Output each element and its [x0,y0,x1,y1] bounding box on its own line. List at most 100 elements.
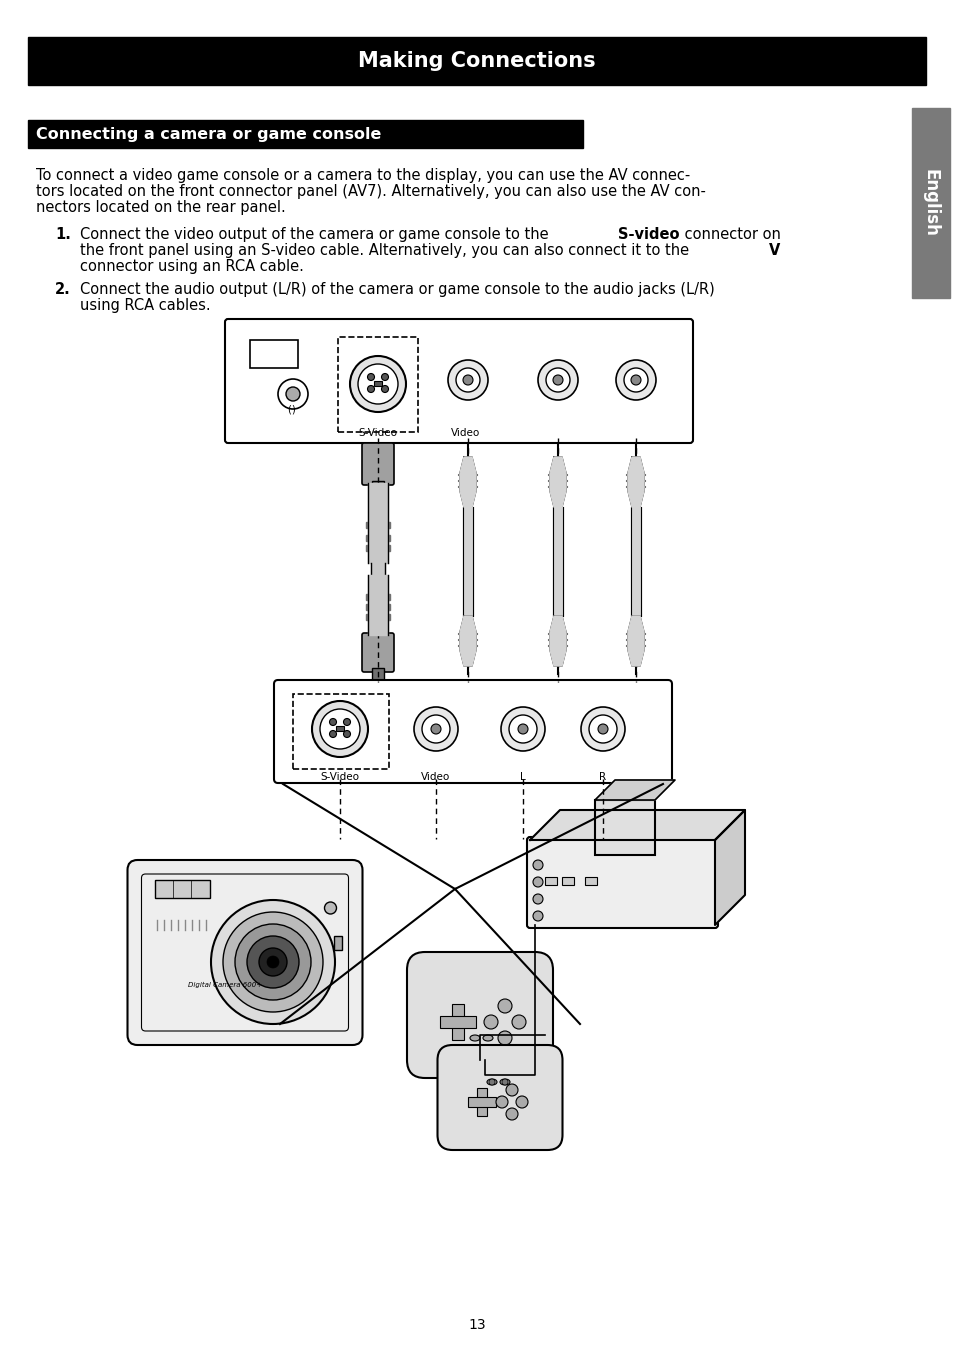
Circle shape [324,902,336,914]
Text: Connect the audio output (L/R) of the camera or game console to the audio jacks : Connect the audio output (L/R) of the ca… [80,282,714,297]
Polygon shape [595,780,675,801]
Circle shape [533,878,542,887]
FancyBboxPatch shape [361,633,394,672]
Text: R: R [598,772,606,782]
Polygon shape [627,616,643,666]
Circle shape [414,707,457,751]
Circle shape [286,387,299,401]
Ellipse shape [486,1079,497,1085]
Circle shape [367,374,375,381]
Bar [250,340,297,369]
Text: S-Video: S-Video [320,772,359,782]
Bar [293,694,389,769]
Text: Connect the video output of the camera or game console to the: Connect the video output of the camera o… [80,227,553,242]
Polygon shape [553,508,562,616]
Circle shape [623,369,647,391]
Circle shape [421,716,450,742]
Bar [372,481,384,493]
Text: S-video: S-video [618,227,679,242]
Circle shape [496,1096,507,1108]
Text: 2.: 2. [55,282,71,297]
Circle shape [357,364,397,404]
Polygon shape [366,603,390,610]
Polygon shape [366,535,390,541]
Circle shape [247,936,298,988]
Circle shape [505,1108,517,1120]
Circle shape [630,375,640,385]
Circle shape [431,724,440,734]
Bar [335,726,344,730]
Polygon shape [368,483,388,563]
Text: To connect a video game console or a camera to the display, you can use the AV c: To connect a video game console or a cam… [36,167,690,184]
Text: using RCA cables.: using RCA cables. [80,298,211,313]
Polygon shape [627,458,643,508]
Polygon shape [714,810,744,925]
Bar [374,381,381,386]
Circle shape [267,956,278,968]
Polygon shape [550,616,565,666]
Text: Connecting a camera or game console: Connecting a camera or game console [36,127,381,142]
Circle shape [533,860,542,869]
Bar [155,880,211,898]
Text: connector using an RCA cable.: connector using an RCA cable. [80,259,304,274]
Ellipse shape [482,1035,493,1041]
Text: Digital Camera 600+: Digital Camera 600+ [188,981,262,988]
Polygon shape [459,616,476,666]
Circle shape [580,707,624,751]
Circle shape [516,1096,527,1108]
Bar [595,801,655,855]
Circle shape [505,1084,517,1096]
Bar [337,338,417,432]
Text: Video: Video [421,772,450,782]
Bar [468,1098,496,1107]
Circle shape [483,1015,497,1029]
Polygon shape [530,810,744,840]
Text: (: ( [287,405,291,414]
Bar [911,108,949,298]
Circle shape [277,379,308,409]
Circle shape [329,718,336,725]
Circle shape [497,1031,512,1045]
Circle shape [616,360,656,400]
Circle shape [223,913,323,1012]
FancyBboxPatch shape [526,837,718,927]
Polygon shape [459,458,476,508]
Circle shape [329,730,336,737]
Circle shape [367,386,375,393]
Text: L: L [519,772,525,782]
Circle shape [381,386,388,393]
Text: the front panel using an S-video cable. Alternatively, you can also connect it t: the front panel using an S-video cable. … [80,243,693,258]
Circle shape [381,374,388,381]
Circle shape [509,716,537,742]
Bar [476,1088,486,1116]
Text: nectors located on the rear panel.: nectors located on the rear panel. [36,200,286,215]
Text: S-Video: S-Video [358,428,397,437]
Bar [544,878,557,886]
Bar [28,36,925,85]
Polygon shape [462,508,473,616]
Polygon shape [371,563,385,575]
Polygon shape [550,458,565,508]
Text: 13: 13 [468,1318,485,1332]
Bar [372,668,384,682]
FancyBboxPatch shape [407,952,553,1079]
Text: Video: Video [451,428,480,437]
Circle shape [533,894,542,904]
Text: connector on: connector on [679,227,781,242]
Bar [452,1004,463,1040]
Ellipse shape [499,1079,510,1085]
Text: ): ) [291,405,294,414]
Circle shape [497,999,512,1012]
Circle shape [312,701,368,757]
Bar [584,878,597,886]
Polygon shape [630,508,640,616]
Ellipse shape [470,1035,479,1041]
Bar [561,878,574,886]
Text: Making Connections: Making Connections [357,51,596,72]
Circle shape [448,360,488,400]
Polygon shape [366,545,390,551]
Bar [439,1017,476,1027]
Circle shape [598,724,607,734]
Polygon shape [366,594,390,599]
Polygon shape [366,614,390,620]
